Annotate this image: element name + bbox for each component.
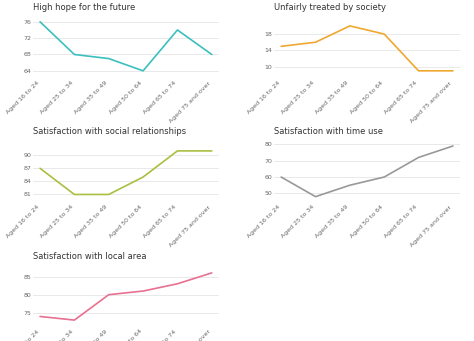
Text: Satisfaction with local area: Satisfaction with local area: [33, 252, 146, 261]
Text: Satisfaction with social relationships: Satisfaction with social relationships: [33, 127, 186, 136]
Text: Unfairly treated by society: Unfairly treated by society: [274, 3, 386, 12]
Text: Satisfaction with time use: Satisfaction with time use: [274, 127, 383, 136]
Text: High hope for the future: High hope for the future: [33, 3, 136, 12]
